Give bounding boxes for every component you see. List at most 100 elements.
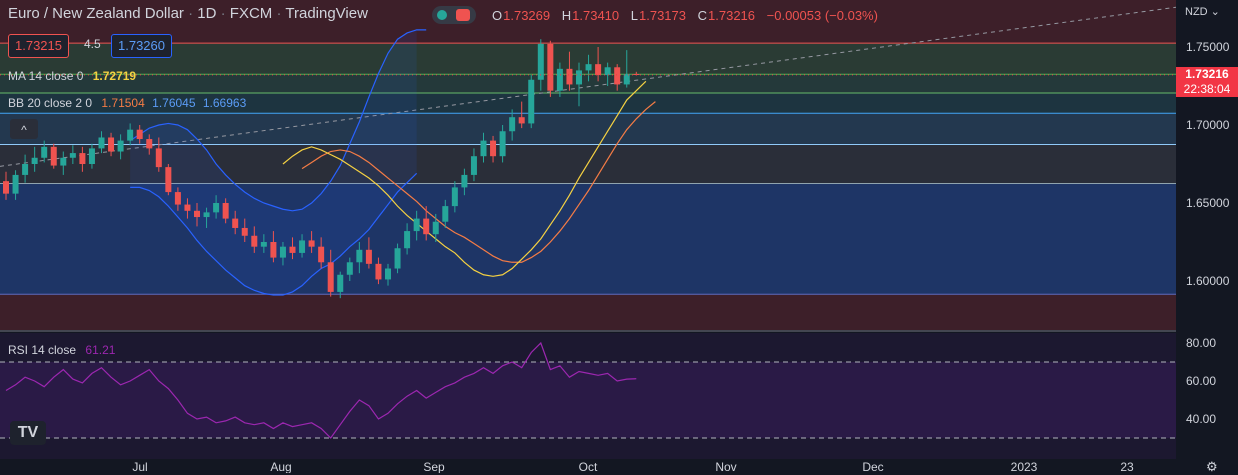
candle-body: [184, 204, 191, 211]
candle-body: [356, 249, 363, 263]
last-price-label: 1.73216: [1176, 67, 1238, 82]
candle-body: [404, 231, 411, 249]
x-tick-label: Nov: [715, 460, 736, 473]
candle-body: [595, 64, 602, 76]
currency-selector[interactable]: NZD ⌄: [1185, 5, 1220, 18]
low-value: 1.73173: [639, 8, 686, 23]
x-tick-label: Sep: [423, 460, 445, 473]
candle-body: [556, 68, 563, 91]
candle-body: [279, 246, 286, 258]
status-dot-icon: [456, 9, 470, 21]
candle-body: [69, 153, 76, 158]
buy-button[interactable]: 1.73260: [111, 34, 172, 58]
candle-body: [480, 140, 487, 157]
candle-body: [41, 146, 48, 158]
low-label: L: [630, 8, 638, 23]
candle-body: [537, 43, 544, 80]
open-label: O: [492, 8, 503, 23]
candle-body: [299, 240, 306, 253]
close-label: C: [697, 8, 708, 23]
ma-value: 1.72719: [92, 69, 137, 83]
candle-body: [308, 240, 315, 247]
x-tick-label: Dec: [862, 460, 883, 473]
candle-body: [576, 70, 582, 85]
rsi-tick-label: 60.00: [1186, 374, 1216, 388]
price-zone: [0, 93, 1176, 114]
candle-body: [451, 187, 458, 207]
candle-body: [528, 79, 535, 124]
rsi-label: RSI 14 close: [8, 343, 77, 357]
symbol-name[interactable]: Euro / New Zealand Dollar: [8, 5, 184, 22]
bb-upper-value: 1.76045: [152, 96, 196, 110]
y-tick-label: 1.60000: [1186, 274, 1230, 288]
candle-body: [60, 157, 67, 166]
ma-legend[interactable]: MA 14 close 0 1.72719: [8, 69, 136, 83]
interval-label[interactable]: 1D: [197, 5, 217, 22]
candle-body: [470, 156, 477, 175]
bb-legend[interactable]: BB 20 close 2 0 1.71504 1.76045 1.66963: [8, 96, 246, 110]
candle-body: [566, 68, 573, 85]
candle-body: [442, 206, 449, 222]
chevron-up-icon[interactable]: ^: [10, 119, 38, 139]
candle-body: [232, 218, 239, 228]
bb-label: BB 20 close 2 0: [8, 96, 93, 110]
candle-body: [509, 117, 516, 132]
gear-icon[interactable]: ⚙: [1206, 459, 1218, 474]
price-zone: [0, 0, 1176, 44]
candle-body: [394, 248, 401, 269]
price-zone: [0, 113, 1176, 145]
y-tick-label: 1.65000: [1186, 196, 1230, 210]
x-tick-label: 2023: [1011, 460, 1038, 473]
candle-body: [289, 246, 296, 253]
candle-body: [213, 203, 220, 213]
ma-label: MA 14 close 0: [8, 69, 84, 83]
ohlc-readout: O1.73269 H1.73410 L1.73173 C1.73216 −0.0…: [492, 8, 886, 23]
bb-lower-value: 1.66963: [202, 96, 247, 110]
tradingview-logo-icon[interactable]: TV: [10, 421, 46, 445]
candle-body: [98, 137, 105, 149]
trend-line: [0, 6, 1177, 167]
high-label: H: [561, 8, 572, 23]
rsi-tick-label: 40.00: [1186, 412, 1216, 426]
candle-body: [318, 246, 325, 263]
close-value: 1.73216: [708, 8, 756, 23]
ma-line: [282, 80, 647, 277]
candle-body: [165, 167, 172, 193]
rsi-tick-label: 80.00: [1186, 336, 1216, 350]
sell-button[interactable]: 1.73215: [8, 34, 69, 58]
bb-upper-line: [129, 29, 427, 212]
candle-body: [385, 268, 391, 280]
high-value: 1.73410: [572, 8, 620, 23]
y-tick-label: 1.70000: [1186, 118, 1230, 132]
candle-body: [327, 262, 334, 292]
candle-body: [461, 174, 468, 188]
rsi-band: [0, 362, 1176, 438]
candle-body: [432, 221, 439, 235]
candle-body: [375, 263, 382, 280]
spread-value: 4.5: [84, 37, 101, 51]
candle-body: [547, 43, 554, 91]
chart-title: Euro / New Zealand Dollar · 1D · FXCM · …: [8, 5, 368, 22]
candle-body: [146, 139, 153, 149]
price-zone: [0, 294, 1176, 330]
visibility-toggle-icon[interactable]: [432, 6, 476, 24]
y-tick-label: 1.75000: [1186, 40, 1230, 54]
candle-body: [241, 227, 248, 236]
candle-body: [108, 137, 115, 152]
currency-label: NZD: [1185, 6, 1208, 18]
bb-basis-line: [301, 101, 656, 263]
candle-body: [365, 249, 372, 264]
candle-body: [270, 242, 277, 258]
chevron-down-icon: ⌄: [1210, 6, 1220, 18]
candle-body: [604, 67, 611, 76]
rsi-value: 61.21: [85, 343, 116, 357]
x-tick-label: Jul: [132, 460, 147, 473]
candle-body: [423, 218, 430, 235]
candle-body: [490, 140, 497, 157]
countdown-label: 22:38:04: [1176, 82, 1238, 97]
candle-body: [117, 140, 124, 152]
candle-body: [623, 73, 630, 85]
rsi-legend[interactable]: RSI 14 close 61.21: [8, 343, 115, 357]
